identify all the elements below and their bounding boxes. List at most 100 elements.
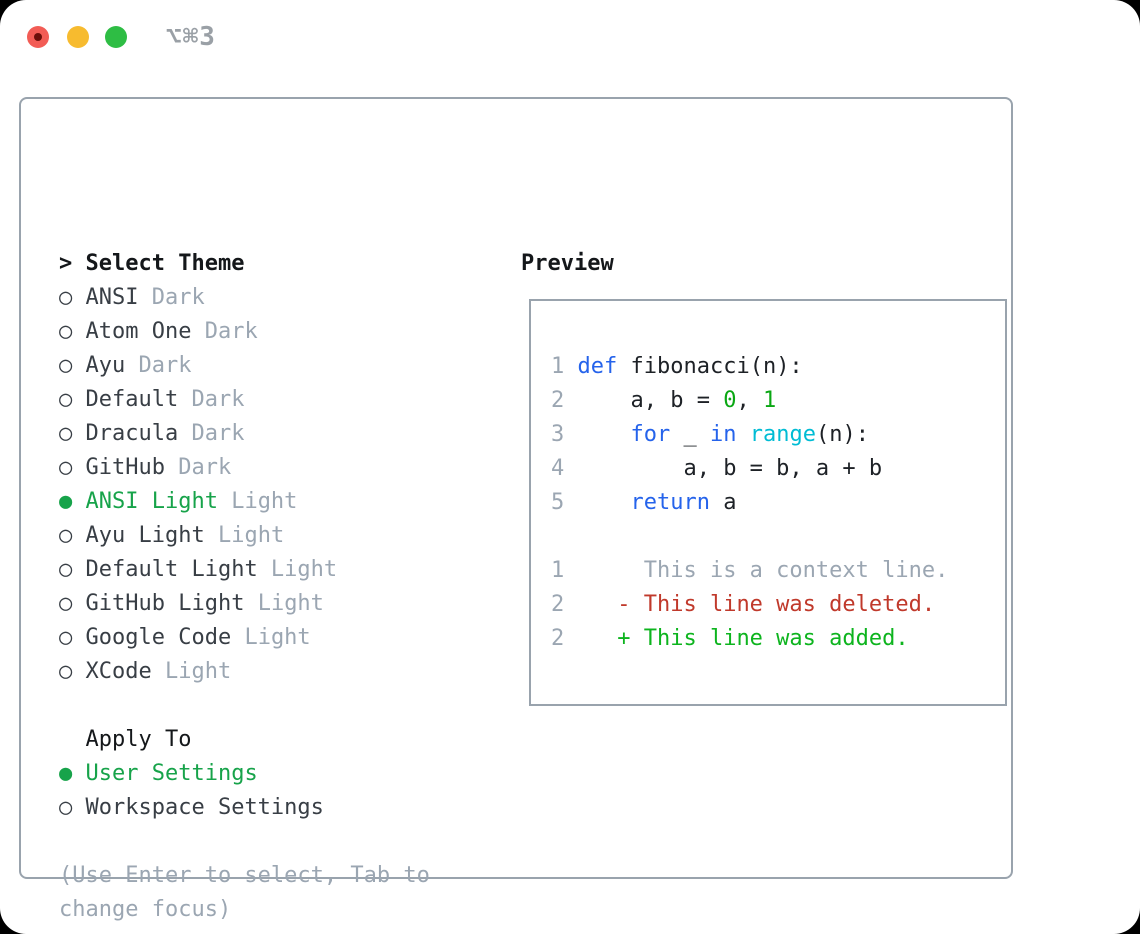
apply-to-list: ● User Settings ○ Workspace Settings xyxy=(59,757,499,825)
radio-unselected-icon: ○ xyxy=(59,455,86,480)
radio-unselected-icon: ○ xyxy=(59,285,86,310)
select-theme-header: > Select Theme xyxy=(59,247,499,281)
code-line-2: 2 a, b = 0, 1 xyxy=(551,384,948,418)
code-token: a, b = xyxy=(577,388,724,413)
theme-name: ANSI Light xyxy=(85,489,218,514)
radio-unselected-icon: ○ xyxy=(59,795,86,820)
apply-option-label: Workspace Settings xyxy=(85,795,324,820)
theme-variant: Light xyxy=(151,659,232,684)
code-token xyxy=(578,490,631,515)
theme-variant: Light xyxy=(257,557,338,582)
line-number: 2 xyxy=(551,388,565,413)
theme-option-default-dark[interactable]: ○ Default Dark xyxy=(59,383,499,417)
radio-unselected-icon: ○ xyxy=(59,591,86,616)
titlebar: ⌥⌘3 xyxy=(0,0,1140,74)
maximize-button[interactable] xyxy=(105,26,127,48)
theme-selector-column: > Select Theme ○ ANSI Dark ○ Atom One Dar… xyxy=(59,247,499,927)
radio-selected-icon: ● xyxy=(59,761,86,786)
diff-text: This is a context line. xyxy=(617,558,949,583)
theme-name: Default xyxy=(85,387,179,412)
theme-variant: Dark xyxy=(125,353,192,378)
spacer xyxy=(551,520,948,554)
theme-option-github-dark[interactable]: ○ GitHub Dark xyxy=(59,451,499,485)
radio-unselected-icon: ○ xyxy=(59,353,86,378)
theme-option-ayu-light-light[interactable]: ○ Ayu Light Light xyxy=(59,519,499,553)
apply-option-label: User Settings xyxy=(85,761,258,786)
theme-list: ○ ANSI Dark ○ Atom One Dark ○ Ayu Dark ○ De… xyxy=(59,281,499,689)
code-line-5: 5 return a xyxy=(551,486,948,520)
preview-header: Preview xyxy=(521,251,614,276)
theme-name: Dracula xyxy=(85,421,179,446)
theme-variant: Dark xyxy=(178,387,245,412)
code-token: 0 xyxy=(723,388,737,413)
apply-to-header: Apply To xyxy=(59,723,499,757)
theme-variant: Dark xyxy=(164,455,232,480)
code-token: , xyxy=(736,388,763,413)
theme-variant: Light xyxy=(204,523,285,548)
theme-option-ansi-dark[interactable]: ○ ANSI Dark xyxy=(59,281,499,315)
theme-variant: Dark xyxy=(191,319,258,344)
radio-unselected-icon: ○ xyxy=(59,557,86,582)
apply-option-workspace-settings[interactable]: ○ Workspace Settings xyxy=(59,791,499,825)
line-number: 3 xyxy=(551,422,565,447)
line-number: 5 xyxy=(551,490,565,515)
theme-option-atom-one-dark[interactable]: ○ Atom One Dark xyxy=(59,315,499,349)
apply-to-header-label: Apply To xyxy=(85,727,192,752)
code-token: 1 xyxy=(762,388,777,413)
theme-variant: Light xyxy=(231,625,311,650)
theme-name: GitHub Light xyxy=(85,591,245,616)
code-token: a, b = b, a + b xyxy=(577,456,883,481)
code-token: a xyxy=(709,490,737,515)
gap xyxy=(564,388,577,413)
theme-variant: Light xyxy=(217,489,298,514)
theme-option-ayu-dark[interactable]: ○ Ayu Dark xyxy=(59,349,499,383)
theme-option-google-code-light[interactable]: ○ Google Code Light xyxy=(59,621,499,655)
theme-name: Ayu xyxy=(85,353,126,378)
radio-unselected-icon: ○ xyxy=(59,625,86,650)
theme-option-xcode-light[interactable]: ○ XCode Light xyxy=(59,655,499,689)
code-token: for xyxy=(630,422,671,447)
diff-line-context: 1 This is a context line. xyxy=(551,554,948,588)
radio-selected-icon: ● xyxy=(59,489,86,514)
code-token: _ xyxy=(670,422,710,447)
theme-picker-panel: > Select Theme ○ ANSI Dark ○ Atom One Dar… xyxy=(19,97,1013,922)
code-token: fibonacci(n): xyxy=(617,354,803,379)
radio-unselected-icon: ○ xyxy=(59,319,86,344)
hint-line-2: change focus) xyxy=(59,897,232,922)
caret-icon: > xyxy=(59,251,73,276)
code-line-1: 1 def fibonacci(n): xyxy=(551,350,948,384)
line-number: 2 xyxy=(551,592,565,617)
gap xyxy=(564,592,617,617)
code-line-4: 4 a, b = b, a + b xyxy=(551,452,948,486)
theme-name: Google Code xyxy=(85,625,232,650)
theme-name: Atom One xyxy=(85,319,192,344)
radio-unselected-icon: ○ xyxy=(59,523,86,548)
close-active-dot-icon xyxy=(34,33,42,41)
theme-variant: Light xyxy=(244,591,324,616)
close-button[interactable] xyxy=(27,26,49,48)
code-line-3: 3 for _ in range(n): xyxy=(551,418,948,452)
diff-text: - This line was deleted. xyxy=(617,592,936,617)
theme-option-ansi-light-light[interactable]: ● ANSI Light Light xyxy=(59,485,499,519)
line-number: 1 xyxy=(551,354,565,379)
theme-name: GitHub xyxy=(85,455,165,480)
theme-option-dracula-dark[interactable]: ○ Dracula Dark xyxy=(59,417,499,451)
minimize-button[interactable] xyxy=(67,26,89,48)
theme-option-default-light-light[interactable]: ○ Default Light Light xyxy=(59,553,499,587)
gap xyxy=(564,490,577,515)
gap xyxy=(564,626,617,651)
diff-text: + This line was added. xyxy=(617,626,909,651)
code-token xyxy=(578,422,631,447)
gap xyxy=(564,422,577,447)
line-number: 2 xyxy=(551,626,565,651)
line-number: 1 xyxy=(551,558,565,583)
theme-option-github-light-light[interactable]: ○ GitHub Light Light xyxy=(59,587,499,621)
code-token: return xyxy=(630,490,710,515)
window-title: ⌥⌘3 xyxy=(166,22,216,52)
select-theme-header-label: Select Theme xyxy=(85,251,245,276)
apply-option-user-settings[interactable]: ● User Settings xyxy=(59,757,499,791)
radio-unselected-icon: ○ xyxy=(59,387,86,412)
diff-line-added: 2 + This line was added. xyxy=(551,622,948,656)
